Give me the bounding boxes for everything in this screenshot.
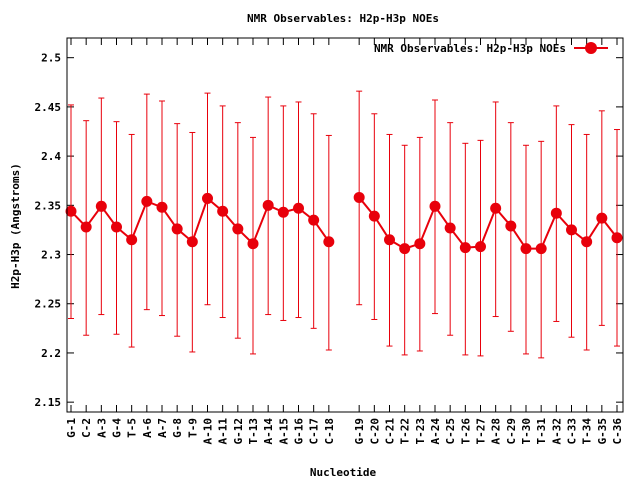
data-point <box>611 232 623 244</box>
x-tick-label: A-28 <box>490 418 503 445</box>
data-point <box>399 243 411 255</box>
data-point <box>444 222 456 234</box>
x-axis-label: Nucleotide <box>310 466 377 479</box>
x-tick-label: A-32 <box>550 418 563 445</box>
data-point <box>429 200 441 212</box>
x-tick-label: A-6 <box>141 418 154 438</box>
data-point <box>126 234 138 246</box>
x-tick-label: A-3 <box>95 418 108 438</box>
data-point <box>414 238 426 250</box>
x-tick-label: T-13 <box>247 418 260 445</box>
x-tick-label: C-18 <box>323 418 336 445</box>
plot-frame <box>66 37 624 413</box>
y-tick-label: 2.5 <box>41 52 61 65</box>
y-axis: 2.15 2.2 2.25 2.3 2.35 2.4 2.45 2.5 <box>35 52 623 409</box>
data-point <box>247 238 259 250</box>
data-point <box>277 206 289 218</box>
data-point <box>80 221 92 233</box>
x-tick-label: A-11 <box>217 418 230 445</box>
x-tick-label: G-8 <box>171 418 184 438</box>
x-tick-label: T-31 <box>535 418 548 445</box>
data-point <box>505 220 517 232</box>
plot-area <box>65 90 623 359</box>
data-point <box>308 214 320 226</box>
x-tick-label: G-19 <box>353 418 366 445</box>
y-tick-label: 2.25 <box>35 298 62 311</box>
legend-label: NMR Observables: H2p-H3p NOEs <box>374 42 566 55</box>
x-tick-label: A-10 <box>202 418 215 445</box>
y-tick-label: 2.2 <box>41 347 61 360</box>
x-tick-label: C-25 <box>444 418 457 445</box>
data-point <box>171 223 183 235</box>
data-point <box>141 195 153 207</box>
x-tick-label: T-30 <box>520 418 533 445</box>
y-tick-label: 2.15 <box>35 396 62 409</box>
x-tick-label: G-4 <box>111 418 124 438</box>
legend: NMR Observables: H2p-H3p NOEs <box>374 42 608 55</box>
data-point <box>520 243 532 255</box>
x-tick-label: T-9 <box>186 418 199 438</box>
data-point <box>202 192 213 204</box>
data-point <box>323 236 335 248</box>
x-tick-label: T-23 <box>414 418 427 445</box>
data-point <box>490 202 502 214</box>
series-line <box>358 196 618 250</box>
x-tick-label: A-24 <box>429 418 442 445</box>
data-point <box>596 212 608 224</box>
data-point <box>475 241 486 253</box>
data-point <box>535 243 547 255</box>
x-tick-label: C-2 <box>80 418 93 438</box>
x-tick-label: T-27 <box>475 418 488 445</box>
x-tick-label: G-16 <box>293 418 306 445</box>
chart-title: NMR Observables: H2p-H3p NOEs <box>247 12 439 25</box>
x-tick-label: T-22 <box>399 418 412 445</box>
x-tick-label: C-33 <box>566 418 579 445</box>
data-point <box>262 199 274 211</box>
data-point <box>384 234 395 246</box>
y-tick-label: 2.4 <box>41 150 61 163</box>
x-tick-label: C-21 <box>384 418 397 445</box>
x-tick-label: A-15 <box>277 418 290 445</box>
y-tick-label: 2.35 <box>35 199 62 212</box>
data-point <box>550 207 562 219</box>
data-point <box>368 210 380 222</box>
x-tick-label: C-17 <box>308 418 321 445</box>
data-point <box>293 202 304 214</box>
x-tick-label: C-20 <box>368 418 381 445</box>
y-axis-label: H2p-H3p (Angstroms) <box>9 163 22 289</box>
data-point <box>566 224 577 236</box>
x-tick-label: C-29 <box>505 418 518 445</box>
x-tick-label: G-1 <box>65 418 78 438</box>
series-line <box>70 196 330 246</box>
x-tick-label: T-26 <box>459 418 472 445</box>
data-point <box>232 223 244 235</box>
y-tick-label: 2.45 <box>35 101 62 114</box>
data-point <box>156 201 168 213</box>
x-tick-label: G-12 <box>232 418 245 445</box>
data-point <box>111 221 122 233</box>
x-tick-label: C-36 <box>611 418 624 445</box>
data-point <box>353 191 365 203</box>
data-point <box>459 242 471 254</box>
x-tick-label: T-34 <box>581 418 594 445</box>
x-tick-label: A-14 <box>262 418 275 445</box>
x-tick-label: T-5 <box>126 418 139 438</box>
data-point <box>65 205 77 217</box>
y-tick-label: 2.3 <box>41 249 61 262</box>
x-tick-label: G-35 <box>596 418 609 445</box>
data-point <box>95 200 107 212</box>
x-tick-label: A-7 <box>156 418 169 438</box>
data-point <box>217 205 229 217</box>
x-axis: G-1 C-2 A-3 G-4 T-5 A-6 A-7 G-8 T-9 A-10 A-11 G-12 T… <box>65 38 624 445</box>
legend-marker <box>585 42 597 54</box>
data-point <box>581 236 593 248</box>
data-point <box>186 236 198 248</box>
